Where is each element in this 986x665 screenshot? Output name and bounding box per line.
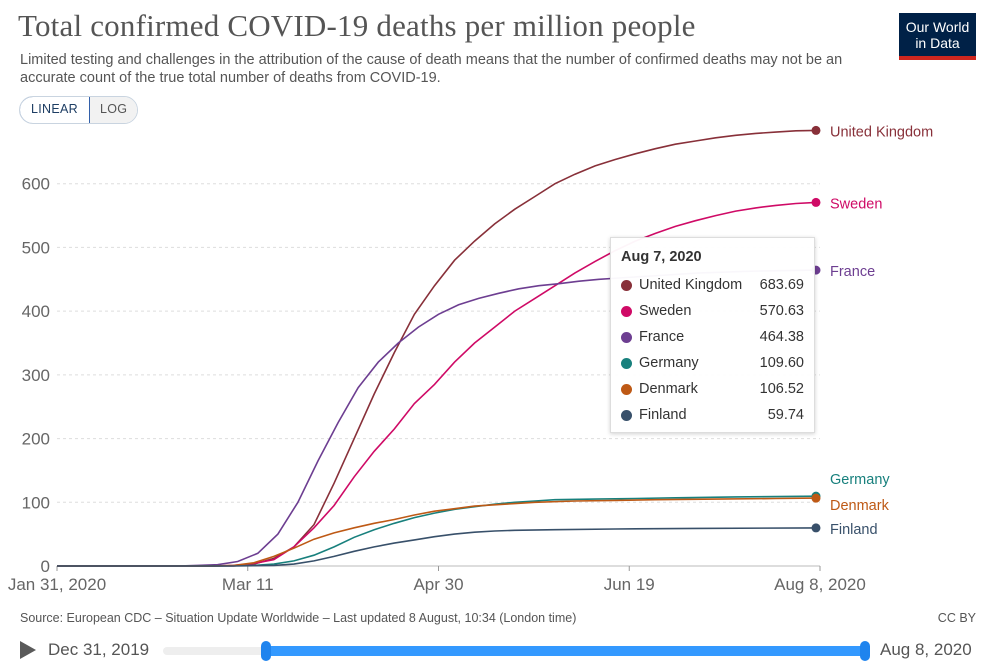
log-scale-button[interactable]: LOG [89, 97, 138, 123]
series-line-finland[interactable] [57, 527, 817, 567]
series-line-denmark[interactable] [57, 497, 817, 567]
owid-logo[interactable]: Our World in Data [899, 13, 976, 60]
tooltip-series-name: United Kingdom [639, 277, 743, 293]
series-endpoint-sweden [811, 197, 821, 207]
timeline-end-label: Aug 8, 2020 [880, 640, 972, 659]
y-tick-label: 100 [22, 493, 50, 512]
tooltip-series-value: 106.52 [759, 381, 804, 397]
series-line-sweden[interactable] [57, 201, 817, 567]
series-end-label-france[interactable]: France [830, 264, 875, 280]
series-end-labels: United Kingdom Sweden France Germany Denmark… [811, 124, 933, 538]
tooltip-row: Sweden 570.63 [621, 298, 804, 324]
license-link[interactable]: CC BY [937, 611, 976, 625]
play-icon[interactable] [20, 641, 36, 659]
scale-toggle: LINEAR LOG [19, 96, 139, 124]
series-line-united-kingdom[interactable] [57, 129, 817, 567]
series-end-label-denmark[interactable]: Denmark [830, 498, 890, 514]
logo-line-2: in Data [915, 35, 960, 51]
tooltip-color-dot [621, 305, 632, 317]
tooltip-series-name: Germany [639, 355, 699, 371]
tooltip-row: France 464.38 [621, 324, 804, 350]
tooltip-series-value: 109.60 [759, 355, 804, 371]
y-tick-label: 300 [22, 366, 50, 385]
tooltip-series-name: France [639, 329, 685, 345]
grid: 0 100 200 300 400 500 600 [22, 175, 820, 576]
tooltip-color-dot [621, 409, 632, 421]
tooltip-series-name: Sweden [639, 303, 692, 319]
tooltip-row: Finland 59.74 [621, 402, 804, 428]
series-end-label-germany[interactable]: Germany [830, 472, 890, 488]
timeline-selected-range [265, 646, 865, 656]
footer: Source: European CDC – Situation Update … [20, 611, 976, 625]
x-tick-label: Aug 8, 2020 [774, 575, 866, 594]
series-line-germany[interactable] [57, 495, 817, 567]
tooltip-color-dot [621, 279, 632, 291]
y-tick-label: 500 [22, 238, 50, 257]
linear-scale-button[interactable]: LINEAR [20, 97, 90, 123]
hover-tooltip: Aug 7, 2020 United Kingdom 683.69 Sweden 57… [610, 237, 815, 433]
source-note: Source: European CDC – Situation Update … [20, 611, 577, 625]
timeline-end-handle[interactable] [860, 641, 870, 661]
series-endpoint-finland [811, 523, 821, 533]
tooltip-series-value: 683.69 [759, 277, 804, 293]
tooltip-color-dot [621, 357, 632, 369]
tooltip-row: Germany 109.60 [621, 350, 804, 376]
chart-subtitle: Limited testing and challenges in the at… [20, 52, 843, 86]
timeline: Dec 31, 2019 Aug 8, 2020 [18, 636, 978, 664]
timeline-start-label: Dec 31, 2019 [48, 640, 150, 659]
y-tick-label: 600 [22, 175, 50, 194]
tooltip-series-value: 59.74 [767, 407, 804, 423]
tooltip-series-value: 464.38 [759, 329, 804, 345]
series-endpoint-denmark [811, 493, 821, 503]
y-tick-label: 200 [22, 430, 50, 449]
series-end-label-sweden[interactable]: Sweden [830, 196, 882, 212]
tooltip-series-name: Denmark [639, 381, 698, 397]
tooltip-row: United Kingdom 683.69 [621, 272, 804, 298]
tooltip-series-name: Finland [639, 407, 687, 423]
series-end-label-united-kingdom[interactable]: United Kingdom [830, 124, 933, 140]
tooltip-color-dot [621, 383, 632, 395]
series-endpoint-united-kingdom [811, 125, 821, 135]
series-end-label-finland[interactable]: Finland [830, 522, 878, 538]
tooltip-date: Aug 7, 2020 [621, 249, 702, 265]
chart-title: Total confirmed COVID-19 deaths per mill… [18, 8, 696, 43]
x-tick-label: Jan 31, 2020 [8, 575, 106, 594]
tooltip-series-value: 570.63 [759, 303, 804, 319]
logo-line-1: Our World [905, 19, 970, 35]
tooltip-row: Denmark 106.52 [621, 376, 804, 402]
x-tick-label: Mar 11 [222, 575, 274, 594]
line-chart: 0 100 200 300 400 500 600 Jan 31, 2020 Mar 11 Ap… [8, 124, 933, 594]
x-tick-label: Apr 30 [413, 575, 463, 594]
x-axis: Jan 31, 2020 Mar 11 Apr 30 Jun 19 Aug 8, 202… [8, 566, 866, 594]
x-tick-label: Jun 19 [604, 575, 655, 594]
timeline-start-handle[interactable] [261, 641, 271, 661]
y-tick-label: 400 [22, 302, 50, 321]
tooltip-color-dot [621, 331, 632, 343]
y-tick-label: 0 [41, 557, 50, 576]
